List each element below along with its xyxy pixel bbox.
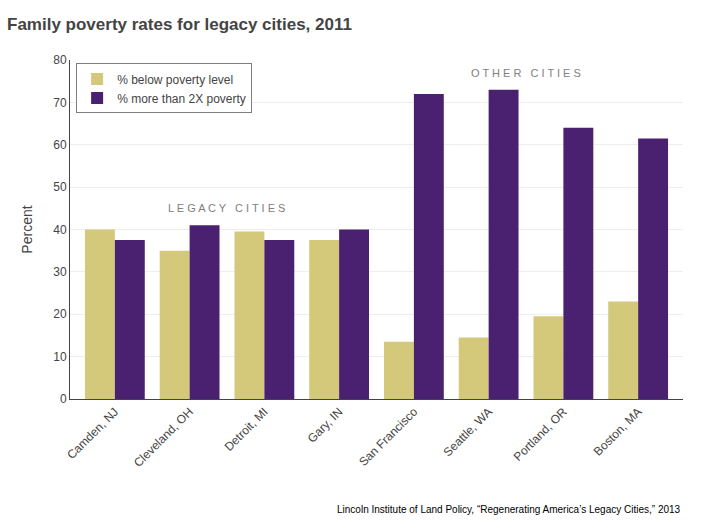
svg-text:50: 50	[53, 180, 67, 194]
svg-text:Seattle, WA: Seattle, WA	[441, 405, 495, 459]
svg-text:Portland, OR: Portland, OR	[511, 405, 570, 464]
svg-text:Family poverty rates for legac: Family poverty rates for legacy cities, …	[7, 15, 352, 34]
svg-text:San Francisco: San Francisco	[356, 405, 420, 469]
svg-text:40: 40	[53, 223, 67, 237]
svg-text:60: 60	[53, 138, 67, 152]
svg-text:Percent: Percent	[19, 205, 35, 253]
svg-text:30: 30	[53, 265, 67, 279]
svg-text:10: 10	[53, 350, 67, 364]
svg-text:20: 20	[53, 307, 67, 321]
svg-text:Gary, IN: Gary, IN	[305, 405, 346, 446]
svg-text:Detroit, MI: Detroit, MI	[222, 405, 271, 454]
svg-text:70: 70	[53, 96, 67, 110]
svg-text:0: 0	[60, 392, 67, 406]
svg-text:% below poverty level: % below poverty level	[117, 73, 233, 87]
svg-text:L E G A C Y C I T I E S: L E G A C Y C I T I E S	[168, 202, 285, 214]
svg-text:Camden, NJ: Camden, NJ	[64, 405, 121, 462]
svg-text:80: 80	[53, 53, 67, 67]
svg-text:Boston, MA: Boston, MA	[591, 405, 645, 459]
svg-text:Cleveland, OH: Cleveland, OH	[131, 405, 196, 470]
svg-text:O T H E R C I T I E S: O T H E R C I T I E S	[471, 67, 581, 79]
svg-text:Lincoln Institute of Land Poli: Lincoln Institute of Land Policy, “Regen…	[337, 504, 681, 515]
svg-text:% more than 2X poverty: % more than 2X poverty	[117, 92, 246, 106]
